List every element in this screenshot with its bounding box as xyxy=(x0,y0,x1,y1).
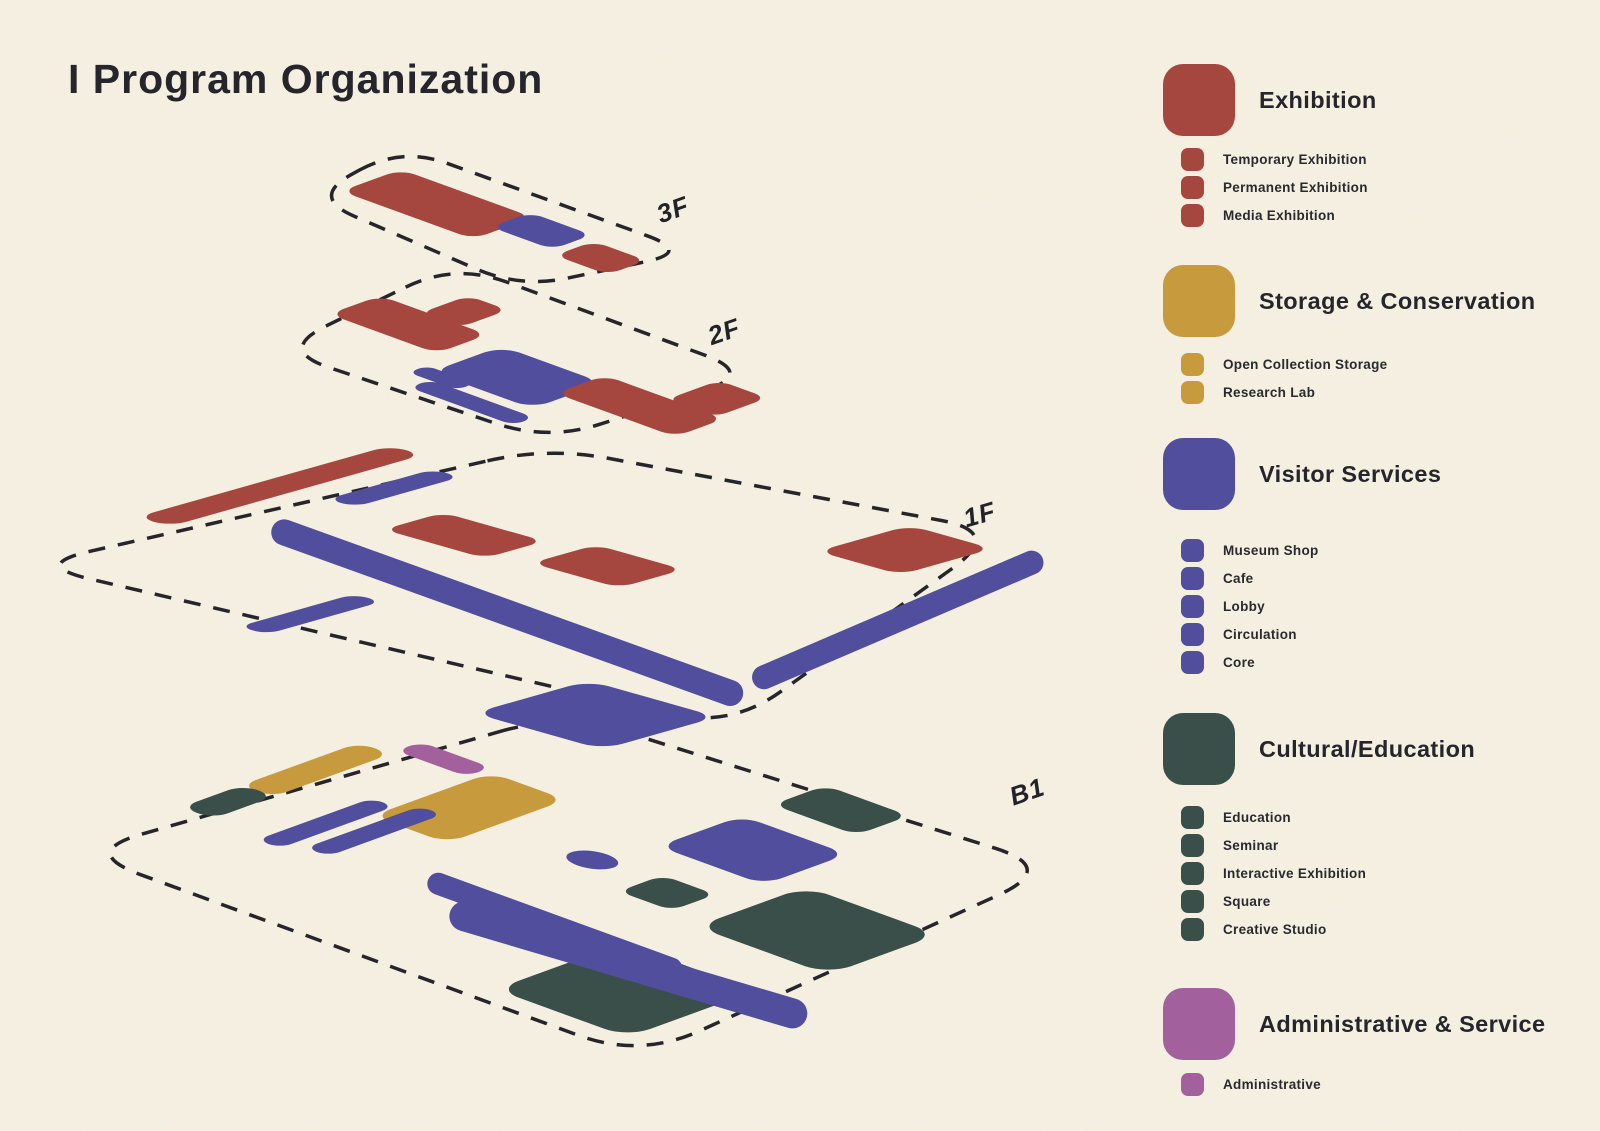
b1-cultural-block-9 xyxy=(709,891,925,970)
b1-visitor-circulation-bar-3 xyxy=(449,901,808,1029)
b1-cultural-block-2 xyxy=(190,787,266,816)
b1-cultural-block-8 xyxy=(780,788,901,833)
2f-visitor-block-4 xyxy=(415,382,529,423)
floor-2f-blocks xyxy=(337,298,761,434)
2f-visitor-block-2 xyxy=(441,349,593,405)
2f-exhibition-block-1 xyxy=(427,298,501,325)
b1-storage-block-3 xyxy=(382,776,556,840)
b1-admin-block-0 xyxy=(403,744,484,774)
b1-visitor-block-4 xyxy=(263,800,388,846)
floor-3f-blocks xyxy=(349,172,640,272)
1f-exhibition-block-0 xyxy=(146,448,414,524)
1f-visitor-block-6 xyxy=(485,683,706,747)
2f-visitor-block-3 xyxy=(413,367,471,389)
1f-visitor-circulation-bar-0 xyxy=(271,519,744,706)
b1-cultural-block-7 xyxy=(625,877,709,908)
1f-exhibition-block-3 xyxy=(540,547,675,586)
1f-visitor-block-5 xyxy=(246,596,375,633)
floor-plate-3f xyxy=(329,154,671,284)
program-blocks xyxy=(146,172,1044,1033)
1f-visitor-circulation-bar-1 xyxy=(752,550,1044,690)
1f-exhibition-block-2 xyxy=(392,515,536,556)
3f-visitor-block-1 xyxy=(497,215,585,247)
page-title: I Program Organization xyxy=(68,56,544,102)
floor-plate-2f xyxy=(300,271,732,435)
1f-exhibition-block-4 xyxy=(827,528,983,572)
b1-visitor-block-6 xyxy=(668,819,838,881)
2f-exhibition-block-5 xyxy=(563,378,717,434)
2f-exhibition-block-0 xyxy=(337,298,480,351)
2f-exhibition-block-6 xyxy=(673,383,761,415)
b1-visitor-dot-0 xyxy=(566,850,619,870)
3f-exhibition-block-0 xyxy=(349,172,525,237)
1f-visitor-block-1 xyxy=(335,471,453,505)
b1-storage-block-1 xyxy=(249,745,382,795)
3f-exhibition-block-2 xyxy=(562,243,640,272)
floor-1f-blocks xyxy=(146,448,983,747)
b1-visitor-block-5 xyxy=(312,808,436,854)
